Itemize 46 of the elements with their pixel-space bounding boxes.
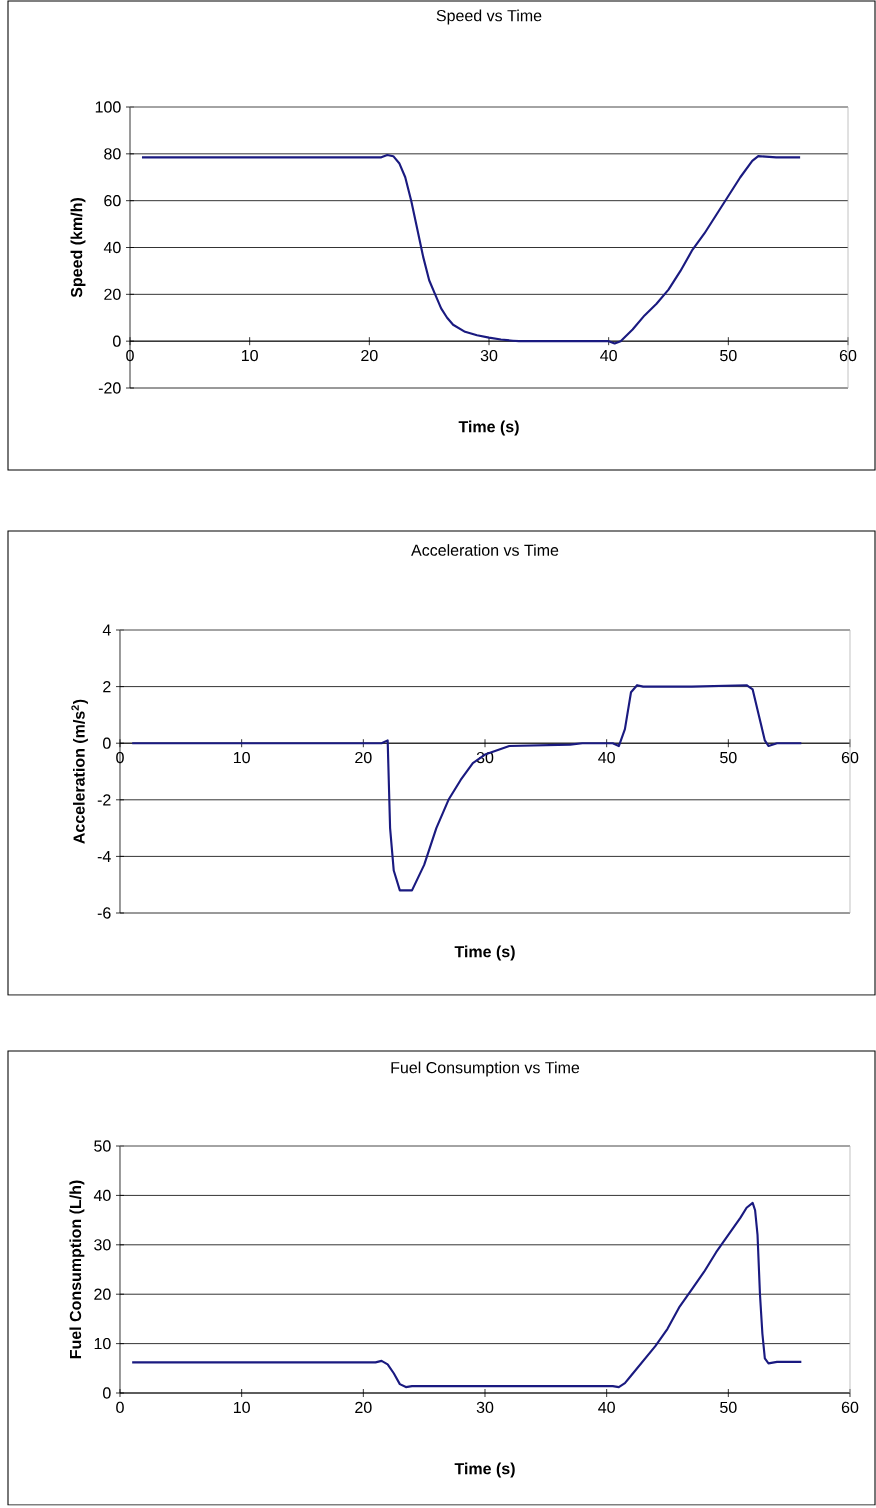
x-axis-title: Time (s) [458, 420, 519, 436]
x-tick-label: 10 [241, 349, 258, 362]
x-tick-label: 60 [839, 349, 857, 362]
y-tick-label: 10 [94, 1337, 111, 1350]
x-tick-label: 20 [355, 1401, 372, 1414]
x-tick-label: 50 [720, 349, 737, 362]
chart-title: Fuel Consumption vs Time [391, 1061, 580, 1077]
x-tick-label: 30 [476, 1401, 494, 1414]
y-tick-label: 30 [94, 1239, 111, 1251]
y-tick-label: 40 [103, 241, 121, 254]
chart-title: Speed vs Time [436, 9, 542, 25]
y-tick-label: 20 [94, 1288, 111, 1300]
y-tick-label: 0 [113, 335, 121, 347]
y-tick-label: -4 [97, 850, 111, 862]
x-tick-label: 60 [841, 751, 859, 764]
x-tick-label: 50 [720, 1401, 737, 1414]
y-axis-title: Speed (km/h) [70, 198, 86, 298]
y-tick-label: -6 [97, 907, 111, 919]
y-axis-title: Fuel Consumption (L/h) [69, 1180, 85, 1359]
y-tick-label: 40 [93, 1189, 111, 1202]
x-tick-label: 20 [355, 751, 372, 764]
x-tick-label: 10 [233, 751, 250, 764]
y-tick-label: 80 [104, 148, 121, 160]
x-tick-label: 20 [361, 349, 378, 362]
y-tick-label: 4 [102, 624, 111, 636]
y-axis-title: Acceleration (m/s$^{2}$) [71, 699, 88, 844]
x-tick-label: 50 [720, 751, 737, 764]
y-tick-label: 60 [104, 195, 121, 207]
x-tick-label: 40 [598, 751, 615, 764]
x-tick-label: 30 [480, 349, 498, 362]
x-tick-label: 10 [233, 1401, 250, 1414]
y-tick-label: -20 [98, 382, 121, 394]
x-tick-label: 60 [841, 1401, 859, 1414]
y-tick-label: 2 [103, 681, 111, 693]
y-tick-label: 0 [103, 737, 111, 749]
x-tick-label: 0 [126, 349, 134, 362]
y-tick-label: 50 [94, 1140, 111, 1152]
y-tick-label: 20 [104, 288, 121, 300]
chart-title: Acceleration vs Time [411, 544, 559, 556]
x-axis-title: Time (s) [454, 945, 515, 961]
x-axis-title: Time (s) [454, 1462, 515, 1478]
y-tick-label: 100 [95, 101, 121, 113]
x-tick-label: 40 [598, 1401, 615, 1414]
y-tick-label: -2 [97, 794, 111, 806]
x-tick-label: 40 [600, 349, 617, 362]
y-tick-label: 0 [103, 1387, 111, 1399]
